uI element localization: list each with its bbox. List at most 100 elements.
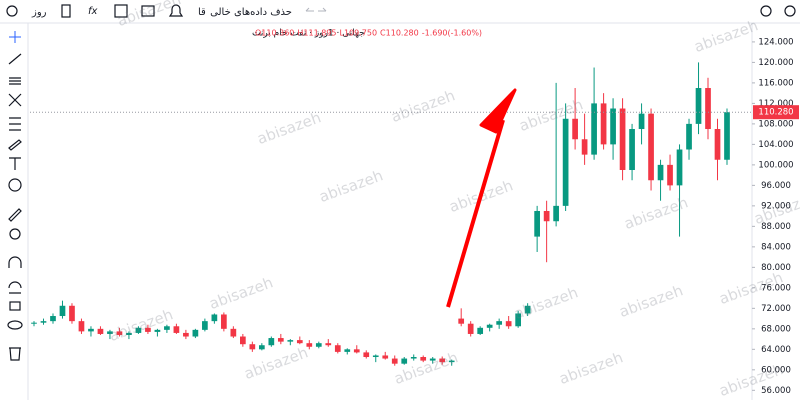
candle-body [562,118,569,206]
fullscreen-icon[interactable] [114,4,128,18]
top-toolbar: روز fx قا حذف داده‌های خالی [0,4,800,24]
candle-body [553,205,559,222]
y-tick-label: 124.000 [758,37,793,47]
candle-body [268,338,275,346]
candle-body [382,355,389,359]
candle-body [258,345,265,350]
candle-body [695,88,702,124]
y-tick-label: 112.000 [758,99,793,109]
candle-body [667,164,673,186]
candle-body [325,343,332,346]
y-tick-label: 120.000 [758,58,793,68]
candle-body [221,314,227,329]
candle-body [334,345,341,352]
annotation-arrow [446,88,517,308]
candle-body [192,329,199,337]
candle-body [401,358,408,364]
candle-body [315,343,322,347]
legend-value: C110.280 [380,29,419,38]
candle-body [230,328,237,337]
y-tick-label: 60.000 [761,365,791,375]
candle-body [543,210,550,222]
draw-mode-tool[interactable] [8,281,22,294]
trash-tool[interactable] [9,347,21,361]
y-tick-label: 96.000 [761,181,791,191]
fib-tool[interactable] [9,77,21,85]
candle-body [353,349,360,353]
candle-body [686,123,692,150]
indicator-icon[interactable]: fx [88,6,98,17]
pattern-tool[interactable] [8,93,22,107]
candle-body [202,321,208,330]
settings-icon[interactable] [760,5,772,17]
candle-body [467,323,474,334]
y-tick-label: 56.000 [761,386,791,396]
legend-value: L109.750 [340,29,378,38]
y-tick-label: 68.000 [761,324,791,334]
legend-symbol: جهانی · 1روز · نفت خام برنت [252,29,365,39]
y-tick-label: 104.000 [758,140,793,150]
candle-body [78,321,85,332]
toolbar-item[interactable]: قا [198,7,206,18]
candle-body [211,314,218,322]
measure-tool[interactable] [8,208,22,222]
emoji-tool[interactable] [8,178,22,192]
candle-body [240,336,246,345]
undo-redo[interactable] [305,7,327,12]
line-tool[interactable] [8,53,22,65]
candle-body [657,164,664,181]
candle-body [676,149,683,186]
candle-body [600,103,607,145]
candle-body [116,331,123,335]
crosshair-tool[interactable] [9,31,21,43]
candle-body [363,352,370,358]
brush-tool[interactable] [8,139,22,151]
candle-body [534,210,540,237]
candle-body [126,332,132,335]
candle-body [135,327,142,333]
candle-body [40,321,47,323]
projection-tool[interactable] [9,117,21,131]
candle-body [277,338,284,342]
candle-body [420,357,427,361]
candle-body [107,331,113,334]
remove-empty-button[interactable]: حذف داده‌های خالی [210,7,292,18]
candle-body [429,358,436,361]
candle-body [572,118,578,140]
candle-body [619,108,626,170]
text-tool[interactable] [9,157,21,170]
candle-body [505,321,512,327]
candle-body [173,326,180,333]
candle-body [344,349,351,352]
alert-icon[interactable] [168,4,184,17]
candle-body [372,355,379,358]
candle-body [50,316,56,322]
candle-body [69,305,75,322]
candle-body [439,358,446,363]
arrow-shaft [446,119,505,308]
magnet-tool[interactable] [8,256,22,268]
legend-value: H111.895 [297,29,336,38]
add-icon[interactable] [6,5,18,17]
candle-body [448,360,455,363]
y-tick-label: 72.000 [761,304,791,314]
arrow-head [479,88,517,134]
candle-body [154,329,161,332]
zoom-tool[interactable] [9,228,21,240]
candle-body [524,305,531,314]
candle-body [705,88,711,130]
camera-icon[interactable] [141,5,155,17]
candle-body [638,113,645,130]
candle-icon[interactable] [61,4,71,18]
lock-tool[interactable] [9,301,21,311]
candle-body [714,129,721,160]
candle-body [724,112,730,160]
add-icon-right[interactable] [784,5,796,17]
plot [30,41,755,391]
visibility-tool[interactable] [7,320,23,330]
last-price-label: 110.280 [758,108,793,118]
candle-body [648,113,654,181]
interval-button[interactable]: روز [31,7,47,18]
